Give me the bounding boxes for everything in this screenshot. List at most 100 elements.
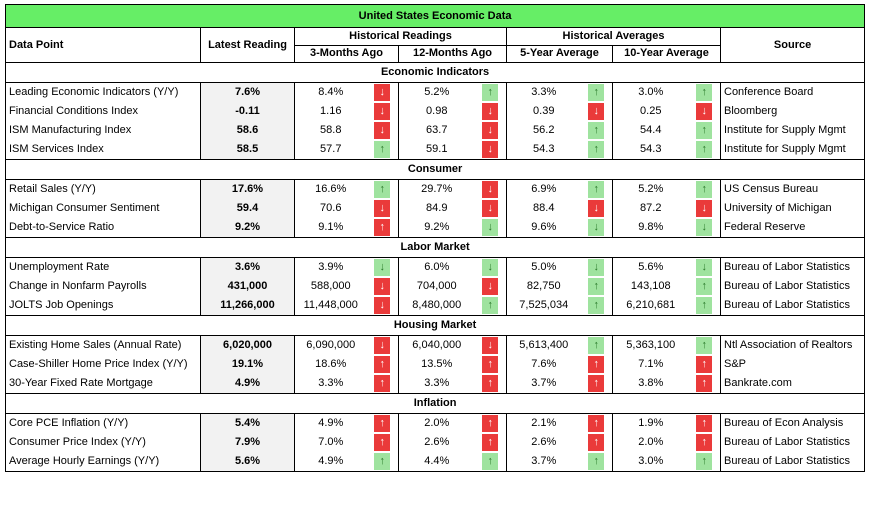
12-months-arrow-cell: ↑ xyxy=(474,296,507,316)
5-year-value: 56.2 xyxy=(506,121,581,140)
arrow-down-icon: ↓ xyxy=(374,278,391,295)
header-historical-readings: Historical Readings xyxy=(294,27,507,46)
arrow-down-icon: ↓ xyxy=(482,122,499,139)
12-months-value: 4.4% xyxy=(398,452,475,472)
10-year-arrow-cell: ↓ xyxy=(689,102,721,121)
arrow-up-icon: ↑ xyxy=(588,278,605,295)
10-year-value: 2.0% xyxy=(612,433,689,452)
header-3-months-ago: 3-Months Ago xyxy=(294,44,399,63)
arrow-up-icon: ↑ xyxy=(588,453,605,470)
arrow-down-icon: ↓ xyxy=(696,103,713,120)
arrow-up-icon: ↑ xyxy=(588,415,605,432)
12-months-value: 84.9 xyxy=(398,199,475,218)
12-months-value: 6,040,000 xyxy=(398,335,475,355)
arrow-down-icon: ↓ xyxy=(374,200,391,217)
header-latest-reading: Latest Reading xyxy=(200,27,295,63)
5-year-value: 9.6% xyxy=(506,218,581,238)
10-year-arrow-cell: ↓ xyxy=(689,199,721,218)
3-months-arrow-cell: ↑ xyxy=(367,180,399,200)
arrow-down-icon: ↓ xyxy=(482,219,499,236)
data-point-name: Existing Home Sales (Annual Rate) xyxy=(5,335,201,355)
5-year-value: 5,613,400 xyxy=(506,335,581,355)
data-point-name: Core PCE Inflation (Y/Y) xyxy=(5,413,201,433)
arrow-down-icon: ↓ xyxy=(482,200,499,217)
12-months-value: 9.2% xyxy=(398,218,475,238)
arrow-down-icon: ↓ xyxy=(588,200,605,217)
5-year-value: 3.3% xyxy=(506,82,581,102)
arrow-up-icon: ↑ xyxy=(374,434,391,451)
5-year-arrow-cell: ↑ xyxy=(580,374,613,394)
10-year-value: 0.25 xyxy=(612,102,689,121)
12-months-value: 2.6% xyxy=(398,433,475,452)
arrow-up-icon: ↑ xyxy=(374,181,391,198)
3-months-value: 58.8 xyxy=(294,121,367,140)
5-year-arrow-cell: ↑ xyxy=(581,277,613,296)
arrow-up-icon: ↑ xyxy=(482,453,499,470)
latest-reading-value: 9.2% xyxy=(200,218,295,238)
table-row: Average Hourly Earnings (Y/Y) 5.6% 4.9% ↑ 4.… xyxy=(5,452,866,472)
5-year-value: 5.0% xyxy=(506,257,581,277)
table-row: JOLTS Job Openings 11,266,000 11,448,000 ↓ 8… xyxy=(5,296,866,316)
table-title: United States Economic Data xyxy=(4,4,866,28)
table-row: 30-Year Fixed Rate Mortgage 4.9% 3.3% ↑ 3.3%… xyxy=(5,374,866,394)
3-months-arrow-cell: ↓ xyxy=(366,296,399,316)
5-year-arrow-cell: ↑ xyxy=(581,433,613,452)
3-months-arrow-cell: ↑ xyxy=(366,140,399,160)
table-row: ISM Manufacturing Index 58.6 58.8 ↓ 63.7 ↓ 56.… xyxy=(5,121,866,140)
arrow-up-icon: ↑ xyxy=(696,337,713,354)
data-point-name: Debt-to-Service Ratio xyxy=(5,218,201,238)
section-header: Inflation xyxy=(4,393,866,414)
12-months-arrow-cell: ↓ xyxy=(475,180,507,200)
source-name: Bureau of Labor Statistics xyxy=(719,257,866,277)
table-row: Debt-to-Service Ratio 9.2% 9.1% ↑ 9.2% ↓ 9.6% ↓… xyxy=(5,218,866,238)
10-year-arrow-cell: ↓ xyxy=(689,258,721,278)
12-months-arrow-cell: ↑ xyxy=(475,355,507,374)
source-name: Bloomberg xyxy=(719,102,866,121)
latest-reading-value: 7.6% xyxy=(200,82,295,102)
arrow-up-icon: ↑ xyxy=(374,453,391,470)
arrow-down-icon: ↓ xyxy=(482,278,499,295)
table-row: Financial Conditions Index -0.11 1.16 ↓ 0.98… xyxy=(5,102,866,121)
arrow-up-icon: ↑ xyxy=(696,141,713,158)
arrow-up-icon: ↑ xyxy=(482,375,499,392)
3-months-arrow-cell: ↓ xyxy=(367,258,399,278)
arrow-up-icon: ↑ xyxy=(588,337,605,354)
12-months-value: 5.2% xyxy=(398,82,475,102)
3-months-arrow-cell: ↑ xyxy=(366,218,399,238)
arrow-up-icon: ↑ xyxy=(482,84,499,101)
12-months-arrow-cell: ↓ xyxy=(475,121,507,140)
data-point-name: ISM Services Index xyxy=(5,140,201,160)
5-year-value: 3.7% xyxy=(506,452,581,472)
3-months-value: 18.6% xyxy=(294,355,367,374)
source-name: Bureau of Labor Statistics xyxy=(719,452,866,472)
latest-reading-value: 4.9% xyxy=(200,374,295,394)
arrow-down-icon: ↓ xyxy=(482,181,499,198)
arrow-up-icon: ↑ xyxy=(374,415,391,432)
header-12-months-ago: 12-Months Ago xyxy=(398,44,507,63)
12-months-arrow-cell: ↓ xyxy=(475,258,507,278)
arrow-down-icon: ↓ xyxy=(374,259,391,276)
10-year-value: 143,108 xyxy=(612,277,689,296)
latest-reading-value: 19.1% xyxy=(200,355,295,374)
data-point-name: Unemployment Rate xyxy=(5,257,201,277)
10-year-arrow-cell: ↑ xyxy=(689,414,721,434)
table-row: Case-Shiller Home Price Index (Y/Y) 19.1%… xyxy=(5,355,866,374)
arrow-up-icon: ↑ xyxy=(374,141,391,158)
latest-reading-value: 3.6% xyxy=(200,257,295,277)
10-year-arrow-cell: ↑ xyxy=(688,296,721,316)
12-months-arrow-cell: ↑ xyxy=(475,414,507,434)
arrow-down-icon: ↓ xyxy=(482,103,499,120)
data-point-name: Leading Economic Indicators (Y/Y) xyxy=(5,82,201,102)
arrow-up-icon: ↑ xyxy=(696,181,713,198)
header-5-year-average: 5-Year Average xyxy=(506,44,613,63)
data-point-name: Retail Sales (Y/Y) xyxy=(5,179,201,199)
10-year-value: 54.4 xyxy=(612,121,689,140)
12-months-value: 2.0% xyxy=(398,413,475,433)
12-months-arrow-cell: ↑ xyxy=(474,452,507,472)
data-point-name: Michigan Consumer Sentiment xyxy=(5,199,201,218)
source-name: University of Michigan xyxy=(719,199,866,218)
arrow-down-icon: ↓ xyxy=(696,219,713,236)
3-months-value: 9.1% xyxy=(294,218,367,238)
10-year-value: 5,363,100 xyxy=(612,335,689,355)
arrow-down-icon: ↓ xyxy=(374,84,391,101)
